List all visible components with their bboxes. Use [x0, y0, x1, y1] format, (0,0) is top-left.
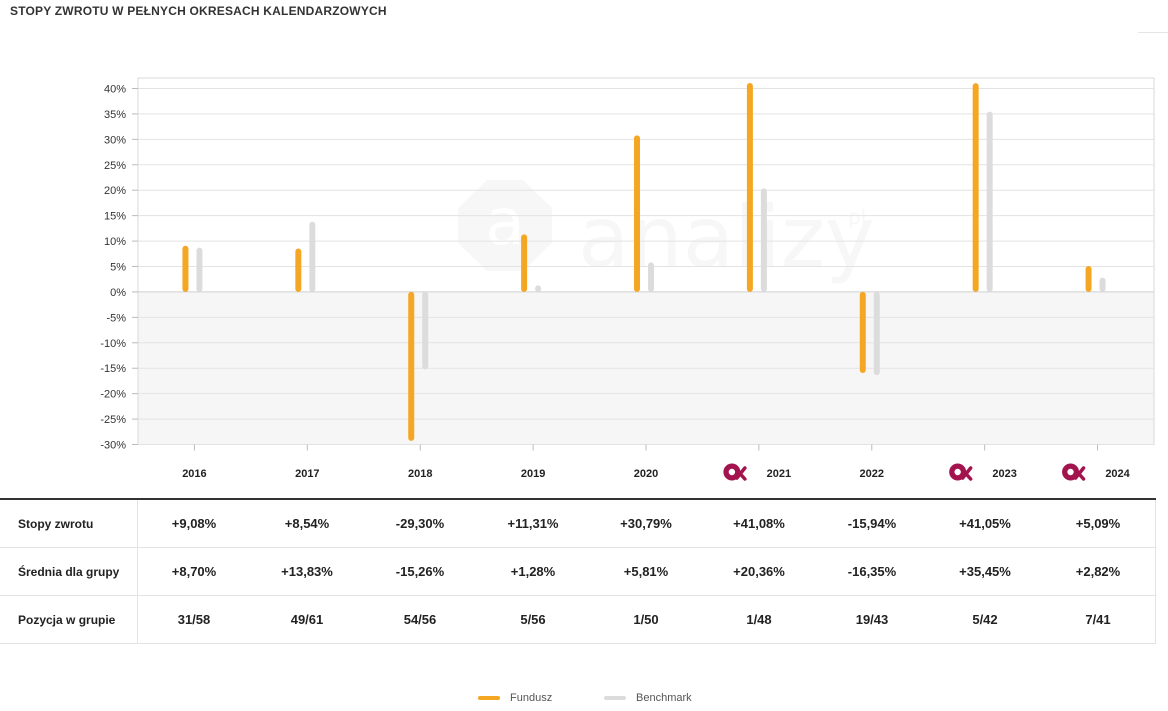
y-tick-label: 30%	[104, 134, 126, 146]
row-label: Pozycja w grupie	[18, 612, 116, 627]
x-tick-label: 2020	[634, 468, 658, 480]
legend-benchmark[interactable]: Benchmark	[604, 692, 692, 704]
y-tick-label: 25%	[104, 160, 126, 172]
x-tick-label: 2023	[992, 468, 1016, 480]
x-tick-label: 2022	[860, 468, 884, 480]
y-tick-label: 15%	[104, 211, 126, 223]
table-cell: +1,28%	[510, 564, 556, 579]
table-cell: +41,05%	[959, 516, 1011, 531]
benchmark-bar	[648, 262, 654, 292]
y-tick-label: 0%	[110, 287, 126, 299]
table-cell: -15,26%	[395, 564, 445, 579]
table-cell: +35,45%	[959, 564, 1011, 579]
badge-hole	[1067, 468, 1074, 476]
fund-bar	[746, 83, 753, 292]
table-cell: 5/56	[520, 612, 546, 627]
chart-title: STOPY ZWROTU W PEŁNYCH OKRESACH KALENDAR…	[10, 4, 387, 18]
benchmark-bar	[873, 291, 880, 376]
table-cell: 19/43	[855, 612, 889, 627]
y-tick-label: 35%	[104, 109, 126, 121]
x-tick-label: 2021	[767, 468, 791, 480]
table-cell: 1/50	[633, 612, 659, 627]
benchmark-bar	[535, 285, 542, 292]
divider	[1138, 32, 1168, 33]
analizy-badge-icon	[723, 463, 747, 481]
y-tick-label: -10%	[100, 338, 126, 350]
watermark-logo-letter: a	[485, 186, 524, 260]
returns-table: Stopy zwrotu +9,08% +8,54% -29,30% +11,31% +3…	[0, 498, 1156, 644]
benchmark-bar	[1099, 277, 1106, 292]
table-cell: +2,82%	[1041, 547, 1156, 596]
table-cell: 5/42	[972, 612, 998, 627]
watermark-text: analizy	[578, 188, 875, 286]
fund-bar	[182, 245, 189, 292]
watermark-logo	[458, 180, 552, 271]
table-cell: -29,30%	[395, 516, 445, 531]
benchmark-bar	[986, 111, 993, 292]
y-tick-label: -20%	[100, 389, 126, 401]
y-tick-label: 5%	[110, 262, 126, 274]
table-cell: +30,79%	[620, 516, 672, 531]
badge-hole	[728, 468, 736, 476]
fund-bar	[521, 234, 528, 292]
legend-benchmark-label: Benchmark	[636, 692, 692, 704]
row-label: Stopy zwrotu	[18, 516, 94, 531]
x-tick-label: 2017	[295, 468, 319, 480]
x-tick-label: 2018	[408, 468, 432, 480]
badge-stroke	[1073, 466, 1086, 480]
table-cell: +8,54%	[284, 516, 330, 531]
x-tick-label: 2016	[182, 468, 206, 480]
table-cell: +11,31%	[507, 516, 559, 531]
watermark-suffix: pl	[848, 205, 866, 229]
y-tick-label: -5%	[106, 312, 126, 324]
table-cell: -16,35%	[847, 564, 897, 579]
badge-stroke	[735, 466, 747, 480]
table-cell: 54/56	[403, 612, 437, 627]
row-label: Średnia dla grupy	[18, 564, 120, 579]
table-cell: +20,36%	[733, 564, 785, 579]
table-cell: +8,70%	[136, 547, 251, 596]
fund-bar	[972, 83, 979, 292]
x-tick-label: 2019	[521, 468, 545, 480]
analizy-badge-icon	[949, 463, 973, 481]
y-tick-label: -30%	[100, 440, 126, 452]
benchmark-bar	[760, 188, 767, 292]
x-tick-label: 2024	[1105, 468, 1130, 480]
benchmark-bar	[196, 247, 203, 292]
table-cell: 31/58	[136, 595, 251, 644]
table-cell: 49/61	[290, 612, 324, 627]
fund-bar	[634, 135, 640, 292]
y-tick-label: 20%	[104, 185, 126, 197]
fund-bar	[295, 248, 302, 292]
table-row: Stopy zwrotu +9,08% +8,54% -29,30% +11,31% +3…	[0, 499, 1156, 548]
benchmark-bar	[309, 221, 316, 292]
legend-benchmark-swatch	[604, 696, 626, 700]
table-cell: +5,81%	[623, 564, 669, 579]
table-cell: 7/41	[1041, 595, 1156, 644]
fund-bar	[408, 291, 415, 441]
benchmark-bar	[422, 291, 429, 370]
fund-bar	[1085, 266, 1092, 292]
badge-stroke	[960, 466, 973, 480]
legend-fund[interactable]: Fundusz	[478, 692, 552, 704]
table-cell: +9,08%	[136, 499, 251, 548]
y-tick-label: 40%	[104, 84, 126, 96]
table-cell: +41,08%	[733, 516, 785, 531]
table-row: Średnia dla grupy +8,70% +13,83% -15,26% +1,…	[0, 547, 1156, 596]
y-tick-label: 10%	[104, 236, 126, 248]
fund-bar	[859, 291, 866, 373]
legend-fund-swatch	[478, 696, 500, 700]
table-cell: -15,94%	[847, 516, 897, 531]
table-row: Pozycja w grupie 31/58 49/61 54/56 5/56 1/50 1…	[0, 595, 1156, 644]
table-cell: 1/48	[746, 612, 772, 627]
table-cell: +5,09%	[1041, 499, 1156, 548]
analizy-badge-icon	[1062, 463, 1086, 481]
table-cell: +13,83%	[281, 564, 333, 579]
badge-hole	[954, 468, 961, 476]
y-tick-label: -25%	[100, 414, 126, 426]
y-tick-label: -15%	[100, 363, 126, 375]
legend-fund-label: Fundusz	[510, 692, 553, 704]
